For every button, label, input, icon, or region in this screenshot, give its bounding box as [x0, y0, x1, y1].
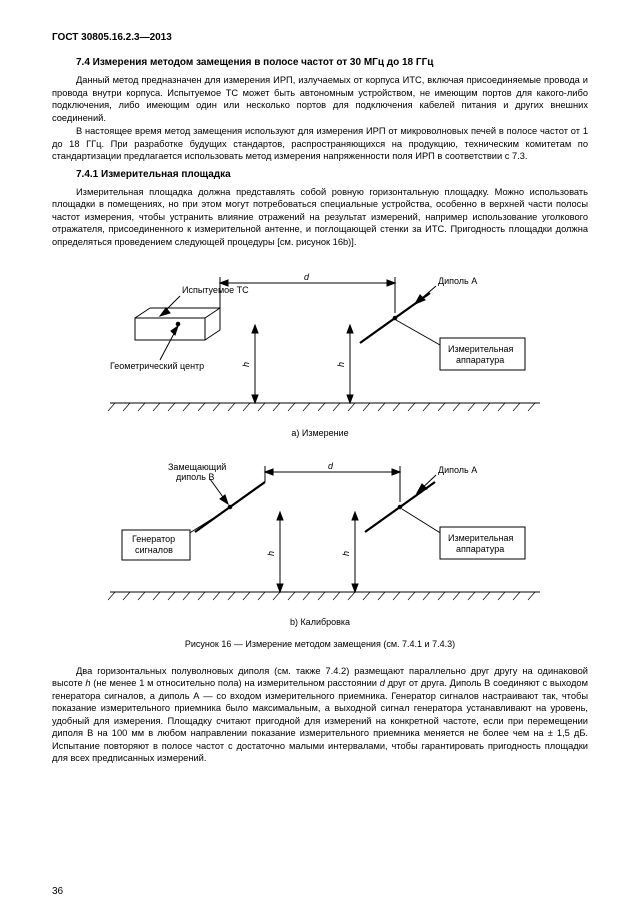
paragraph-4: Два горизонтальных полуволновых диполя (…	[52, 665, 588, 765]
label-h-right: h	[336, 362, 346, 367]
label-dipole-a-b: Диполь А	[438, 465, 477, 475]
label-dipole-b-l2: диполь В	[176, 472, 214, 482]
heading-7-4: 7.4 Измерения методом замещения в полосе…	[52, 57, 588, 68]
figure-16-caption: Рисунок 16 — Измерение методом замещения…	[52, 639, 588, 649]
label-h-b-left: h	[266, 551, 276, 556]
label-d-b: d	[328, 461, 334, 471]
figure-16a: Испытуемое ТС Геометрический центр Дипол…	[80, 263, 560, 423]
label-dipole-a: Диполь А	[438, 276, 477, 286]
doc-id: ГОСТ 30805.16.2.3—2013	[52, 32, 588, 43]
paragraph-3: Измерительная площадка должна представля…	[52, 186, 588, 249]
label-apparatus-b-l1: Измерительная	[448, 533, 513, 543]
label-apparatus-b-l2: аппаратура	[456, 544, 504, 554]
label-h-left: h	[241, 362, 251, 367]
label-dipole-b-l1: Замещающий	[168, 462, 226, 472]
label-gen-l1: Генератор	[132, 534, 175, 544]
paragraph-2: В настоящее время метод замещения исполь…	[52, 125, 588, 163]
label-d: d	[304, 272, 310, 282]
label-eut: Испытуемое ТС	[182, 285, 249, 295]
figure-16b: Замещающий диполь В Генератор сигналов Д…	[80, 452, 560, 612]
label-h-b-right: h	[341, 551, 351, 556]
figure-b-caption: b) Калибровка	[52, 617, 588, 627]
label-apparatus-l2: аппаратура	[456, 355, 504, 365]
label-gen-l2: сигналов	[135, 545, 173, 555]
heading-7-4-1: 7.4.1 Измерительная площадка	[52, 169, 588, 180]
figure-a-caption: a) Измерение	[52, 428, 588, 438]
paragraph-1: Данный метод предназначен для измерения …	[52, 74, 588, 124]
page-number: 36	[52, 886, 63, 897]
label-center: Геометрический центр	[110, 361, 204, 371]
label-apparatus-l1: Измерительная	[448, 344, 513, 354]
